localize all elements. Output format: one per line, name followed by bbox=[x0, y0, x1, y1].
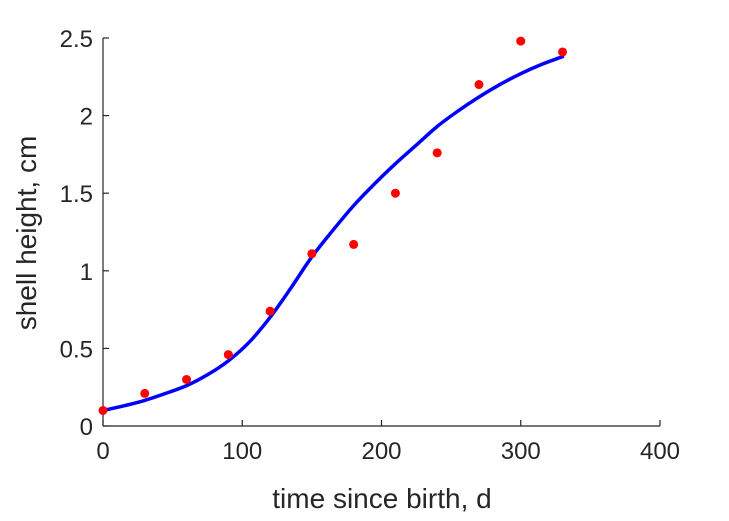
x-tick-label: 400 bbox=[640, 438, 680, 465]
y-tick-label: 0.5 bbox=[60, 336, 93, 363]
data-point bbox=[349, 239, 359, 249]
x-tick-label: 100 bbox=[222, 438, 262, 465]
axes: 0 100 200 300 400 0 0.5 1 1.5 2 2.5 bbox=[60, 26, 680, 465]
y-axis-title: shell height, cm bbox=[11, 136, 42, 331]
data-point bbox=[558, 47, 568, 57]
data-point bbox=[223, 350, 233, 360]
x-tick-label: 200 bbox=[361, 438, 401, 465]
data-point bbox=[307, 249, 317, 259]
y-tick-label: 0 bbox=[80, 414, 93, 441]
y-tick-label: 1.5 bbox=[60, 181, 93, 208]
data-point bbox=[140, 388, 150, 398]
data-point bbox=[432, 148, 442, 158]
x-axis-title: time since birth, d bbox=[272, 483, 491, 514]
model-curve bbox=[101, 54, 565, 413]
y-tick-label: 1 bbox=[80, 259, 93, 286]
data-point bbox=[265, 306, 275, 316]
y-tick-label: 2 bbox=[80, 104, 93, 131]
data-point bbox=[390, 188, 400, 198]
data-point bbox=[182, 374, 192, 384]
data-point bbox=[98, 405, 108, 415]
data-point bbox=[516, 36, 526, 46]
x-tick-label: 0 bbox=[96, 438, 109, 465]
plot-area bbox=[98, 36, 568, 415]
y-tick-label: 2.5 bbox=[60, 26, 93, 53]
x-tick-label: 300 bbox=[501, 438, 541, 465]
data-point bbox=[474, 80, 484, 90]
